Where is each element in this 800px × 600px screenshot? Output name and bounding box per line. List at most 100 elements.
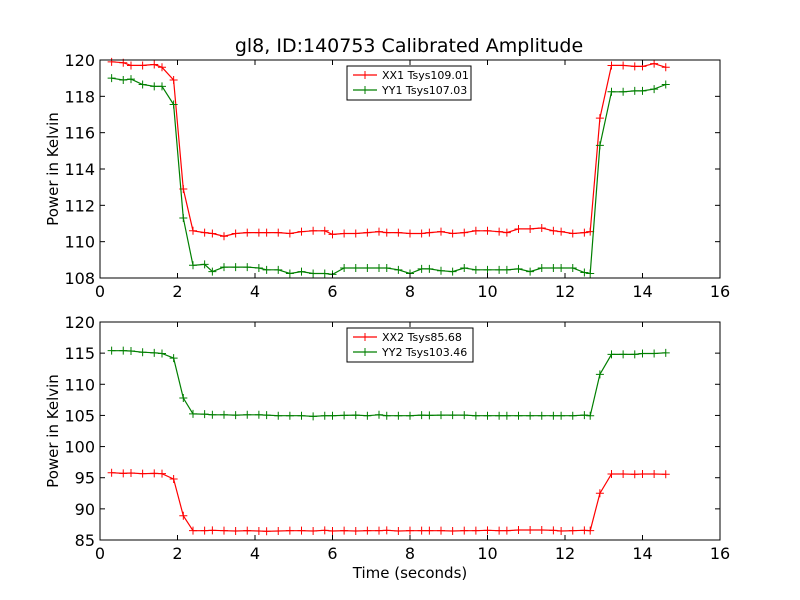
data-point bbox=[394, 526, 403, 535]
data-point bbox=[285, 526, 294, 535]
data-point bbox=[630, 350, 639, 359]
data-point bbox=[150, 60, 159, 69]
data-point bbox=[630, 62, 639, 71]
data-point bbox=[158, 63, 166, 72]
data-point bbox=[220, 410, 228, 419]
data-point bbox=[595, 370, 604, 379]
data-point bbox=[262, 411, 271, 420]
data-point bbox=[619, 469, 628, 478]
data-point bbox=[119, 346, 128, 355]
data-point bbox=[150, 348, 159, 357]
data-point bbox=[285, 229, 294, 238]
data-point bbox=[297, 526, 306, 535]
data-point bbox=[309, 226, 318, 235]
data-point bbox=[549, 411, 558, 420]
data-point bbox=[557, 264, 566, 273]
data-point bbox=[661, 80, 670, 89]
data-point bbox=[568, 229, 577, 238]
data-point bbox=[638, 469, 647, 478]
data-point bbox=[607, 87, 616, 96]
data-point bbox=[448, 267, 457, 276]
legend-marker bbox=[361, 333, 369, 341]
data-point bbox=[243, 228, 252, 237]
data-point bbox=[394, 228, 403, 237]
data-point bbox=[526, 526, 535, 535]
data-point bbox=[297, 227, 306, 236]
y-axis-label: Power in Kelvin bbox=[44, 374, 62, 488]
data-point bbox=[285, 269, 294, 278]
data-point bbox=[363, 411, 372, 420]
legend: XX1 Tsys109.01 YY1 Tsys107.03 bbox=[346, 65, 472, 101]
data-point bbox=[340, 229, 349, 238]
data-point bbox=[243, 410, 252, 419]
data-point bbox=[619, 350, 628, 359]
x-tick-label: 2 bbox=[172, 544, 182, 563]
data-point bbox=[502, 526, 511, 535]
data-point bbox=[595, 114, 604, 123]
data-point bbox=[274, 526, 283, 535]
data-point bbox=[495, 227, 504, 236]
data-point bbox=[406, 229, 414, 238]
data-point bbox=[375, 410, 383, 419]
data-point bbox=[138, 348, 147, 357]
data-point bbox=[107, 57, 116, 66]
data-point bbox=[328, 526, 337, 535]
data-point bbox=[189, 526, 197, 535]
data-point bbox=[526, 267, 535, 276]
y-tick-label: 114 bbox=[64, 160, 95, 179]
data-point bbox=[471, 226, 480, 235]
data-point bbox=[557, 411, 566, 420]
data-point bbox=[630, 86, 639, 95]
data-point bbox=[526, 224, 535, 233]
data-point bbox=[119, 75, 128, 84]
data-point bbox=[382, 526, 391, 535]
data-point bbox=[514, 224, 523, 233]
data-point bbox=[607, 61, 616, 70]
data-point bbox=[425, 264, 434, 273]
data-point bbox=[514, 411, 523, 420]
data-point bbox=[375, 227, 383, 236]
data-point bbox=[158, 349, 166, 358]
data-point bbox=[502, 265, 511, 274]
x-tick-label: 10 bbox=[477, 282, 497, 301]
data-point bbox=[495, 526, 504, 535]
data-point bbox=[549, 226, 558, 235]
x-tick-label: 12 bbox=[555, 282, 575, 301]
data-point bbox=[650, 469, 659, 478]
bottom-panel: 0 2 4 6 8 10 12 14 16 85 90 95 100 105 110 115 120 Power … bbox=[44, 313, 730, 582]
data-point bbox=[549, 526, 558, 535]
data-point bbox=[382, 228, 391, 237]
data-point bbox=[417, 229, 426, 238]
data-point bbox=[537, 526, 546, 535]
data-point bbox=[586, 269, 595, 278]
data-point bbox=[320, 526, 329, 535]
data-point bbox=[630, 470, 639, 479]
data-point bbox=[460, 228, 469, 237]
data-point bbox=[568, 411, 577, 420]
data-point bbox=[557, 526, 566, 535]
data-point bbox=[437, 411, 445, 420]
data-point bbox=[274, 265, 283, 274]
data-point bbox=[200, 526, 209, 535]
data-point bbox=[107, 346, 116, 355]
x-tick-label: 10 bbox=[477, 544, 497, 563]
x-tick-label: 16 bbox=[710, 544, 730, 563]
data-point bbox=[375, 264, 383, 273]
data-point bbox=[179, 393, 188, 402]
data-point bbox=[580, 268, 589, 277]
x-tick-label: 16 bbox=[710, 282, 730, 301]
data-point bbox=[297, 411, 306, 420]
legend-box bbox=[346, 65, 472, 101]
data-point bbox=[471, 411, 480, 420]
data-point bbox=[328, 411, 337, 420]
data-point bbox=[150, 82, 159, 91]
data-point bbox=[262, 265, 271, 274]
data-point bbox=[437, 266, 445, 275]
y-tick-label: 110 bbox=[64, 233, 95, 252]
data-point bbox=[189, 226, 197, 235]
data-point bbox=[619, 87, 628, 96]
data-point bbox=[320, 269, 329, 278]
data-point bbox=[661, 470, 670, 479]
data-point bbox=[320, 226, 329, 235]
data-point bbox=[537, 411, 546, 420]
